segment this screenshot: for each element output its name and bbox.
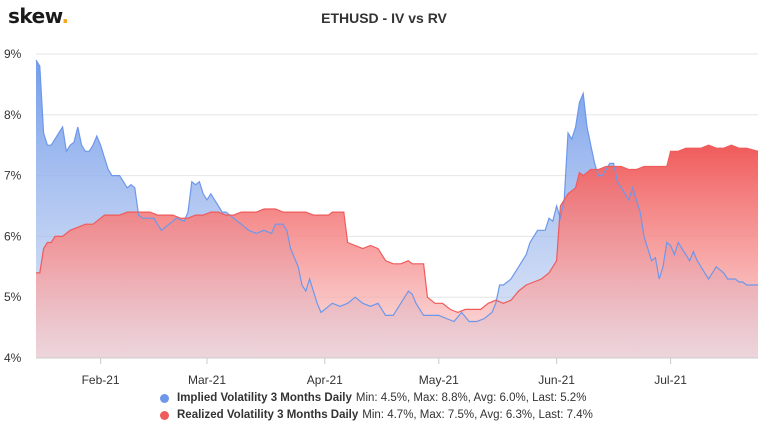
x-axis: Feb-21 Mar-21 Apr-21 May-21 Jun-21 Jul-21	[36, 357, 758, 387]
legend: Implied Volatility 3 Months Daily Min: 4…	[160, 390, 593, 424]
x-tick-label: Mar-21	[188, 373, 226, 387]
y-tick-label: 8%	[4, 108, 22, 122]
chart-title: ETHUSD - IV vs RV	[321, 10, 447, 26]
series-areas	[35, 59, 759, 358]
x-tick-label: Jun-21	[538, 373, 575, 387]
y-tick-label: 9%	[4, 47, 22, 61]
y-tick-label: 4%	[4, 351, 22, 365]
rv-area	[36, 145, 758, 358]
legend-iv-name: Implied Volatility 3 Months Daily	[177, 392, 352, 404]
x-tick-label: Apr-21	[307, 373, 343, 387]
skew-logo: skew.	[8, 4, 69, 28]
logo-text: skew	[8, 4, 62, 28]
legend-rv-name: Realized Volatility 3 Months Daily	[177, 409, 359, 421]
legend-rv-stats: Min: 4.7%, Max: 7.5%, Avg: 6.3%, Last: 7…	[362, 409, 593, 421]
legend-iv-stats: Min: 4.5%, Max: 8.8%, Avg: 6.0%, Last: 5…	[355, 392, 587, 404]
legend-item-rv[interactable]: Realized Volatility 3 Months Daily Min: …	[160, 407, 593, 424]
legend-item-iv[interactable]: Implied Volatility 3 Months Daily Min: 4…	[160, 390, 593, 407]
y-tick-label: 7%	[4, 169, 22, 183]
y-axis: 4% 5% 6% 7% 8% 9%	[4, 47, 22, 365]
rv-line	[36, 144, 759, 314]
logo-dot: .	[61, 4, 69, 28]
x-tick-label: Jul-21	[654, 373, 687, 387]
legend-rv-marker	[160, 411, 169, 420]
x-tick-label: Feb-21	[82, 373, 120, 387]
x-tick-label: May-21	[419, 373, 459, 387]
y-tick-label: 5%	[4, 290, 22, 304]
legend-iv-marker	[160, 394, 169, 403]
y-tick-label: 6%	[4, 229, 22, 243]
iv-line	[35, 59, 758, 323]
